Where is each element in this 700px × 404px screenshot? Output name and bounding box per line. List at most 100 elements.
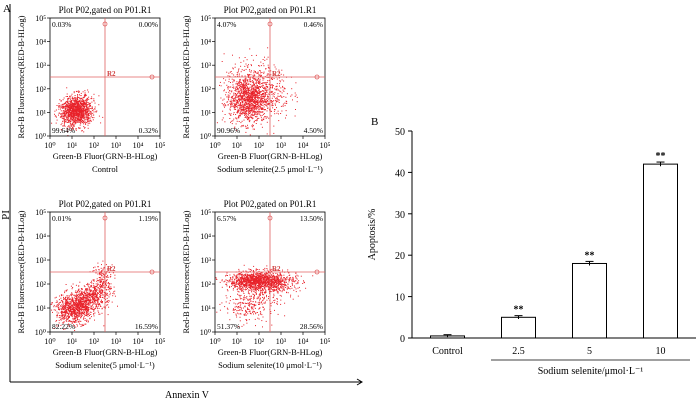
event-dot <box>69 320 71 321</box>
event-dot <box>60 315 62 317</box>
event-dot <box>249 69 251 71</box>
event-dot <box>61 311 62 313</box>
event-dot <box>71 311 73 313</box>
event-dot <box>250 95 252 97</box>
event-dot <box>242 91 244 93</box>
event-dot <box>64 302 66 304</box>
event-dot <box>106 276 108 278</box>
event-dot <box>79 291 81 293</box>
event-dot <box>76 302 78 304</box>
event-dot <box>256 87 258 89</box>
event-dot <box>80 104 82 106</box>
quadrant-ul-pct: 0.01% <box>52 214 71 223</box>
event-dot <box>67 113 69 115</box>
event-dot <box>112 295 114 297</box>
event-dot <box>94 319 95 321</box>
event-dot <box>249 77 251 79</box>
event-dot <box>86 112 88 114</box>
event-dot <box>73 100 75 102</box>
event-dot <box>61 310 63 312</box>
event-dot <box>278 69 280 71</box>
event-dot <box>267 97 269 99</box>
event-dot <box>91 280 92 282</box>
event-dot <box>79 122 81 123</box>
event-dot <box>245 116 246 118</box>
event-dot <box>262 96 264 98</box>
event-dot <box>266 98 268 99</box>
event-dot <box>82 105 83 106</box>
event-dot <box>264 92 266 94</box>
event-dot <box>67 106 69 108</box>
event-dot <box>280 73 282 75</box>
event-dot <box>87 124 89 126</box>
event-dot <box>252 110 254 112</box>
event-dot <box>236 100 238 101</box>
event-dot <box>106 279 108 281</box>
event-dot <box>91 106 93 108</box>
event-dot <box>241 112 243 114</box>
event-dot <box>235 114 237 115</box>
event-dot <box>239 80 241 82</box>
event-dot <box>272 102 274 104</box>
event-dot <box>238 98 240 100</box>
event-dot <box>281 96 283 98</box>
event-dot <box>248 88 249 90</box>
event-dot <box>83 116 85 118</box>
event-dot <box>98 303 100 305</box>
event-dot <box>95 110 97 112</box>
event-dot <box>239 105 241 107</box>
event-dot <box>87 121 89 123</box>
event-dot <box>252 273 254 275</box>
event-dot <box>62 318 64 320</box>
event-dot <box>241 89 242 91</box>
event-dot <box>87 117 89 119</box>
event-dot <box>67 324 69 326</box>
event-dot <box>83 108 85 109</box>
event-dot <box>248 100 250 102</box>
event-dot <box>244 96 246 98</box>
event-dot <box>254 106 256 107</box>
event-dot <box>80 103 81 104</box>
event-dot <box>70 302 72 304</box>
event-dot <box>73 100 75 102</box>
event-dot <box>266 133 268 135</box>
event-dot <box>98 305 100 307</box>
event-dot <box>67 99 69 101</box>
event-dot <box>112 292 114 294</box>
event-dot <box>69 320 70 322</box>
event-dot <box>226 282 228 284</box>
event-dot <box>243 87 245 89</box>
event-dot <box>113 291 115 293</box>
event-dot <box>78 296 80 298</box>
event-dot <box>89 289 91 291</box>
event-dot <box>245 108 247 110</box>
event-dot <box>93 292 95 294</box>
event-dot <box>87 107 89 109</box>
event-dot <box>89 298 91 300</box>
event-dot <box>250 94 252 96</box>
event-dot <box>248 64 249 66</box>
event-dot <box>259 79 261 81</box>
event-dot <box>257 110 259 112</box>
event-dot <box>73 319 75 321</box>
event-dot <box>255 286 257 288</box>
event-dot <box>106 270 108 272</box>
event-dot <box>69 95 70 97</box>
event-dot <box>240 113 242 115</box>
event-dot <box>82 114 84 116</box>
event-dot <box>229 75 231 77</box>
event-dot <box>86 109 88 111</box>
event-dot <box>72 316 74 318</box>
event-dot <box>78 118 80 120</box>
event-dot <box>250 116 252 118</box>
event-dot <box>271 84 273 85</box>
event-dot <box>82 312 84 314</box>
event-dot <box>240 105 242 107</box>
event-dot <box>89 120 91 122</box>
event-dot <box>71 292 73 294</box>
event-dot <box>88 96 90 98</box>
event-dot <box>296 101 298 103</box>
event-dot <box>278 71 280 73</box>
